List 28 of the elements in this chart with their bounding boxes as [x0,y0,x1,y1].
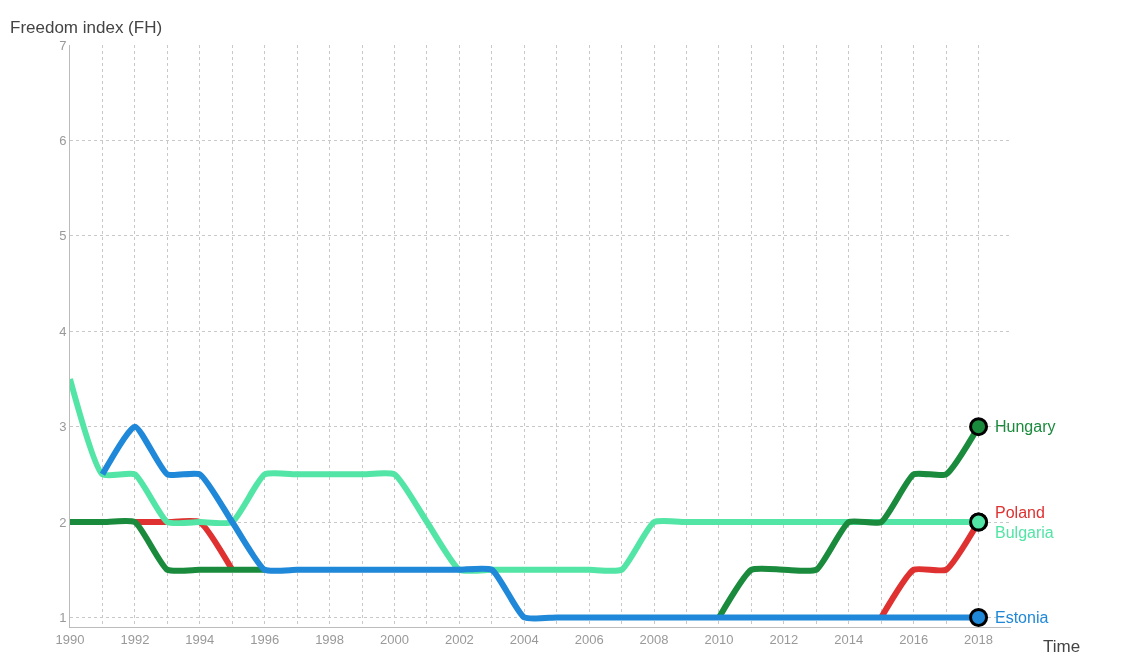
x-tick-label: 2010 [704,631,734,647]
x-tick-label: 2004 [509,631,539,647]
x-tick-label: 2002 [444,631,474,647]
x-tick-label: 1998 [315,631,345,647]
x-tick-label: 2016 [899,631,929,647]
x-tick-label: 2006 [574,631,604,647]
y-tick-label: 2 [59,514,67,530]
series-label: Estonia [995,609,1049,626]
series-label: Poland [995,504,1045,521]
x-axis-title: Time [1043,637,1081,656]
series-label: Bulgaria [995,524,1054,541]
x-tick-label: 2014 [834,631,864,647]
y-axis-title: Freedom index (FH) [10,18,163,37]
x-tick-label: 1990 [55,631,85,647]
y-tick-label: 7 [59,37,67,53]
x-tick-label: 2018 [964,631,994,647]
x-tick-label: 1994 [185,631,215,647]
x-tick-label: 2008 [639,631,669,647]
x-tick-label: 2012 [769,631,799,647]
y-tick-label: 4 [59,323,67,339]
series-label: Hungary [995,418,1056,435]
y-tick-label: 3 [59,419,67,435]
x-tick-label: 2000 [380,631,409,647]
y-tick-label: 6 [59,132,67,148]
x-tick-label: 1996 [250,631,280,647]
x-tick-label: 1992 [120,631,150,647]
y-tick-label: 1 [59,610,67,626]
y-tick-label: 5 [59,228,67,244]
